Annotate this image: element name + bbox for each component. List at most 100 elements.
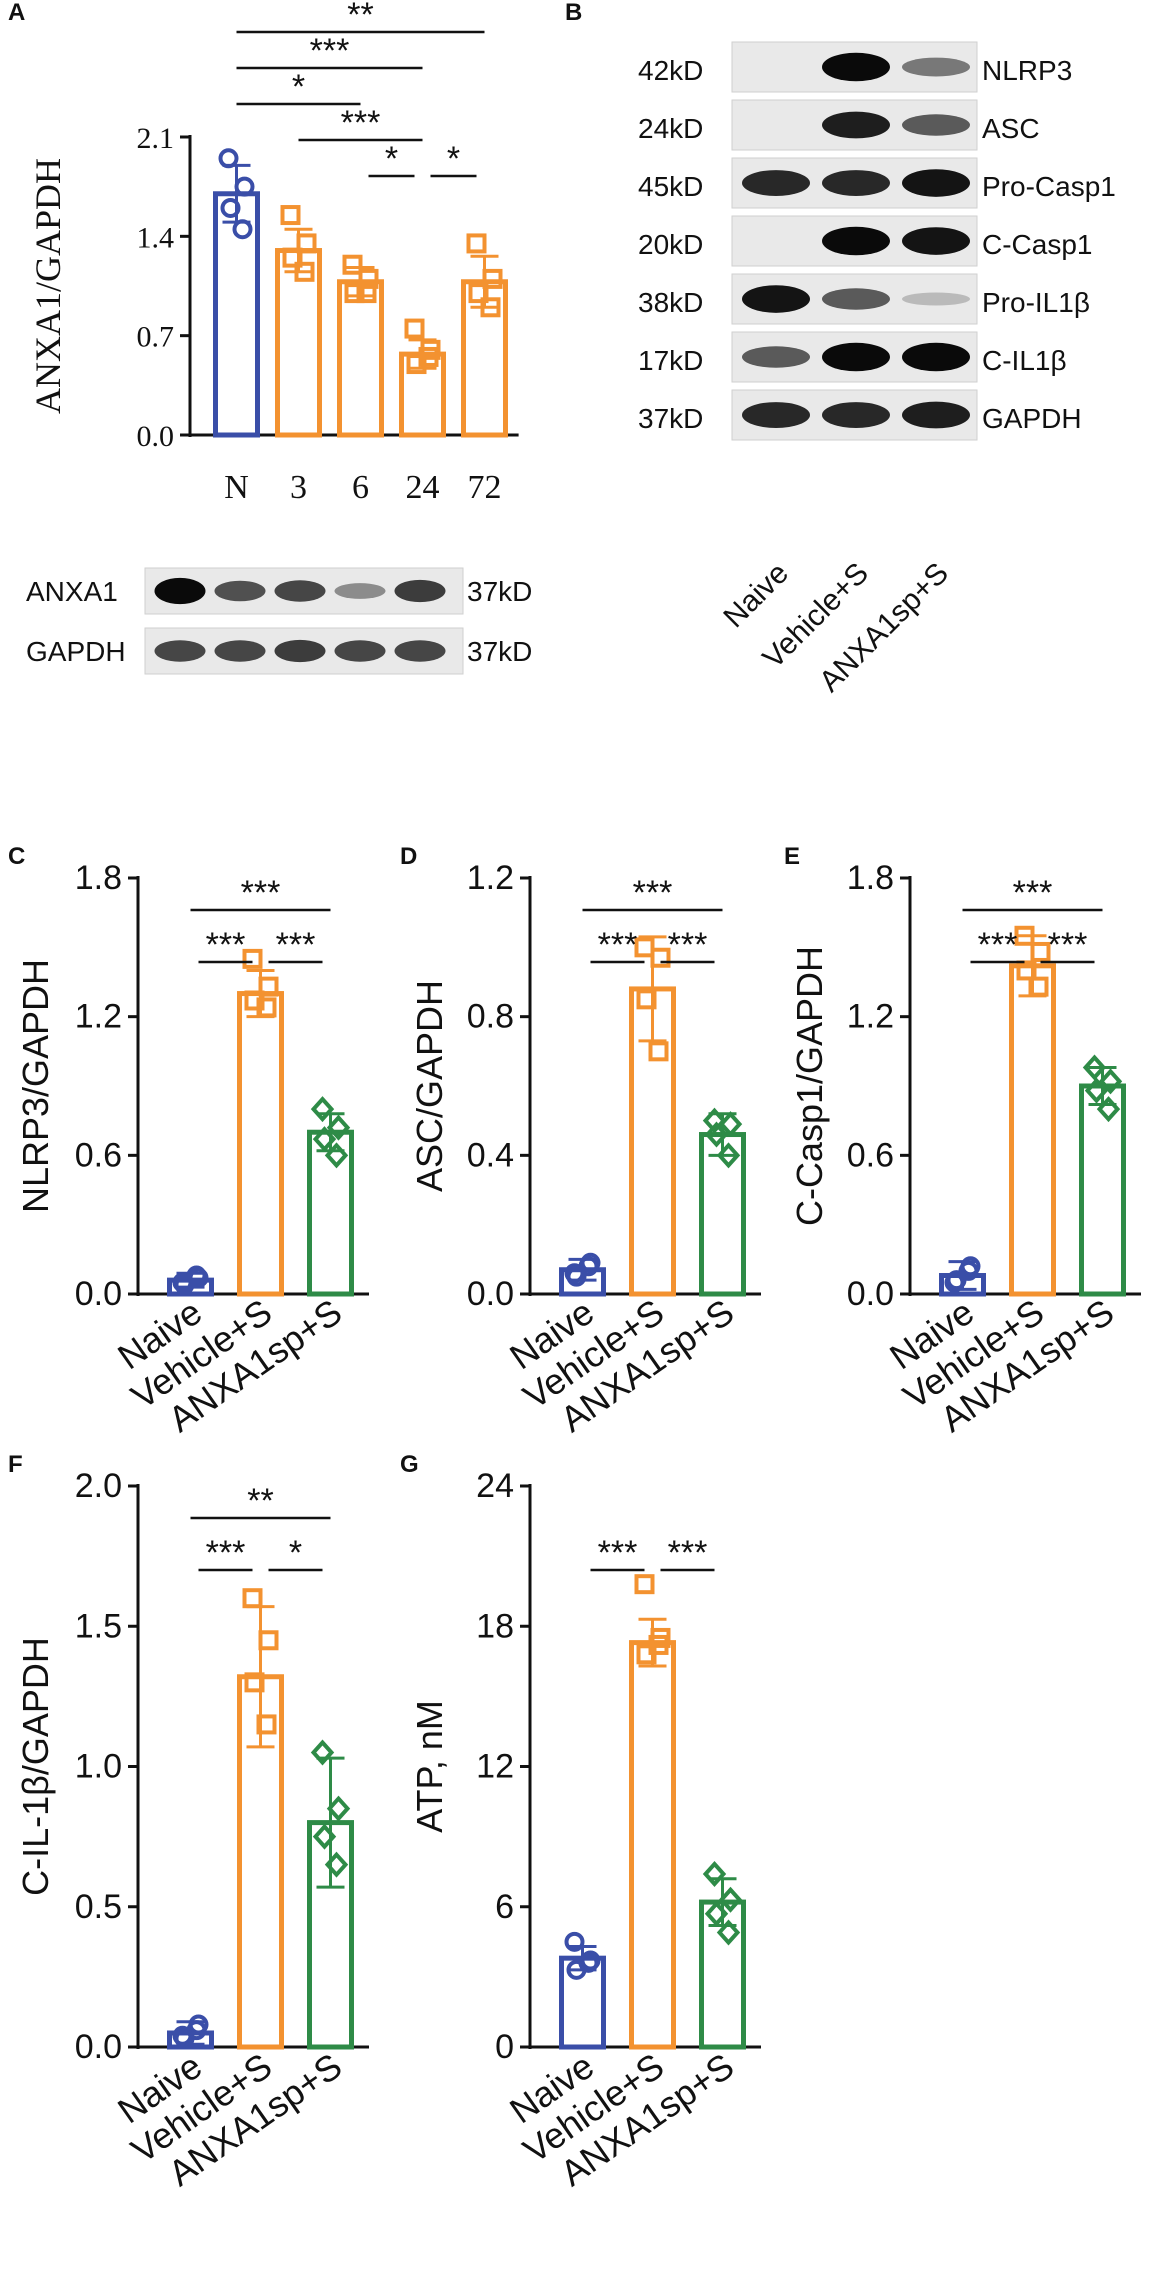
y-tick-label: 0.6 — [75, 1136, 122, 1174]
data-point — [1082, 1054, 1107, 1081]
chart-panel-c: 0.00.61.21.8NLRP3/GAPDHNaiveVehicle+SANX… — [15, 859, 369, 1440]
blot-band — [394, 640, 446, 662]
data-point — [648, 1041, 669, 1062]
data-point — [280, 205, 301, 226]
blot-band — [822, 402, 890, 428]
data-point — [310, 1096, 335, 1123]
blot-band — [822, 288, 890, 310]
blot-band — [902, 114, 970, 136]
data-point — [466, 233, 487, 254]
data-point — [244, 1672, 265, 1693]
blot-band — [334, 583, 386, 599]
y-tick-label: 0.0 — [467, 1275, 514, 1313]
data-point — [312, 1823, 337, 1850]
data-point — [716, 1142, 741, 1169]
blot-band — [902, 169, 970, 197]
data-point — [344, 283, 365, 304]
y-tick-label: 0.5 — [75, 1888, 122, 1926]
blot-band — [742, 402, 810, 428]
y-tick-label: 0.0 — [137, 420, 175, 453]
significance-label: *** — [1048, 926, 1088, 964]
blot-protein-label: ANXA1 — [26, 576, 118, 607]
blot-kd-label: 37kD — [467, 636, 532, 667]
blot-band — [274, 639, 326, 663]
significance-label: *** — [276, 926, 316, 964]
blot-band — [902, 342, 970, 372]
significance-label: *** — [668, 1534, 708, 1572]
blot-band — [902, 401, 970, 429]
blot-band — [822, 170, 890, 196]
data-point — [958, 1260, 979, 1281]
data-point — [232, 219, 253, 240]
blot-kd-label: 38kD — [638, 287, 703, 318]
y-axis-label: ATP, nM — [409, 1700, 450, 1833]
blot-band — [394, 579, 446, 603]
data-point — [186, 1265, 207, 1286]
data-point — [946, 1270, 967, 1291]
data-point — [634, 937, 655, 958]
data-point — [256, 997, 277, 1018]
blot-kd-label: 24kD — [638, 113, 703, 144]
y-tick-label: 1.5 — [75, 1607, 122, 1645]
blot-band — [902, 292, 970, 306]
blot-band — [214, 580, 266, 602]
y-tick-label: 18 — [476, 1607, 514, 1645]
data-point — [234, 176, 255, 197]
panel-label-a: A — [8, 0, 25, 26]
y-tick-label: 2.1 — [137, 122, 175, 155]
blot-protein-label: GAPDH — [982, 403, 1082, 434]
data-point — [418, 346, 439, 367]
blot-band — [334, 640, 386, 662]
data-point — [1096, 1096, 1121, 1123]
data-point — [282, 247, 303, 268]
y-tick-label: 1.2 — [847, 998, 894, 1036]
y-tick-label: 6 — [495, 1888, 514, 1926]
blot-band — [742, 346, 810, 368]
y-tick-label: 1.8 — [847, 859, 894, 897]
data-point — [468, 283, 489, 304]
significance-label: *** — [206, 926, 246, 964]
blot-kd-label: 20kD — [638, 229, 703, 260]
x-category-label: 72 — [468, 469, 502, 506]
blot-band — [822, 226, 890, 256]
data-point — [326, 1795, 351, 1822]
y-tick-label: 12 — [476, 1748, 514, 1786]
data-point — [578, 1952, 599, 1973]
data-point — [1016, 960, 1037, 981]
data-point — [566, 1266, 587, 1287]
significance-label: *** — [241, 874, 281, 912]
data-point — [704, 1121, 729, 1148]
panel-label-c: C — [8, 843, 25, 870]
blot-protein-label: Pro-IL1β — [982, 287, 1090, 318]
panel-label-d: D — [400, 843, 417, 870]
data-point — [256, 1714, 277, 1735]
bar-2 — [337, 279, 384, 438]
y-tick-label: 0.6 — [847, 1136, 894, 1174]
y-tick-label: 1.2 — [467, 859, 514, 897]
x-category-label: 24 — [406, 469, 440, 506]
data-point — [324, 1142, 349, 1169]
data-point — [324, 1851, 349, 1878]
blot-protein-label: C-IL1β — [982, 345, 1067, 376]
chart-panel-e: 0.00.61.21.8C-Casp1/GAPDHNaiveVehicle+SA… — [789, 859, 1141, 1440]
bar-1 — [237, 991, 284, 1297]
bar-1 — [629, 1640, 676, 2050]
data-point — [218, 148, 239, 169]
y-tick-label: 1.4 — [137, 221, 175, 254]
panel-label-e: E — [784, 843, 800, 870]
blot-panel-a: ANXA1 37kD GAPDH 37kD — [26, 567, 532, 675]
significance-label: * — [292, 68, 305, 106]
data-point — [258, 976, 279, 997]
blot-kd-label: 45kD — [638, 171, 703, 202]
x-category-label: N — [224, 469, 249, 506]
significance-label: *** — [341, 104, 381, 142]
blot-protein-label: C-Casp1 — [982, 229, 1092, 260]
data-point — [702, 1107, 727, 1134]
y-tick-label: 0.4 — [467, 1136, 514, 1174]
blot-band — [822, 111, 890, 139]
y-tick-label: 0.0 — [847, 1275, 894, 1313]
blot-band — [742, 170, 810, 196]
